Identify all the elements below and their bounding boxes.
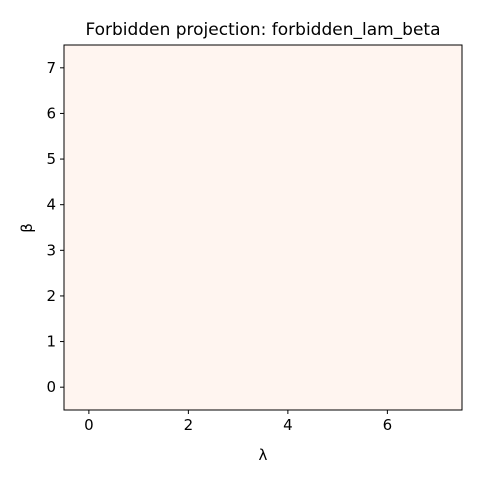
heatmap-cell <box>363 273 413 319</box>
heatmap-cell <box>164 136 214 182</box>
heatmap-cell <box>313 45 363 91</box>
y-tick-label: 7 <box>46 59 56 77</box>
heatmap-cell <box>213 91 263 137</box>
heatmap-cell <box>263 228 313 274</box>
heatmap-cell <box>164 228 214 274</box>
heatmap-cell <box>164 364 214 410</box>
y-tick-label: 1 <box>46 333 56 351</box>
x-tick-label: 6 <box>383 416 393 434</box>
y-axis-label: β <box>18 223 36 233</box>
y-tick-label: 4 <box>46 196 56 214</box>
x-tick-label: 4 <box>283 416 293 434</box>
heatmap-cell <box>64 91 114 137</box>
heatmap-cell <box>263 182 313 228</box>
heatmap-cell <box>412 228 462 274</box>
heatmap-cell <box>164 45 214 91</box>
heatmap-cell <box>164 273 214 319</box>
heatmap-cell <box>213 319 263 365</box>
heatmap-cell <box>313 273 363 319</box>
heatmap-cell <box>263 136 313 182</box>
heatmap-cell <box>313 182 363 228</box>
heatmap-cell <box>412 136 462 182</box>
heatmap-cell <box>313 319 363 365</box>
heatmap-cell <box>164 91 214 137</box>
heatmap-cell <box>412 273 462 319</box>
heatmap-cell <box>363 319 413 365</box>
y-tick-label: 6 <box>46 104 56 122</box>
heatmap-cell <box>64 364 114 410</box>
heatmap-cell <box>363 228 413 274</box>
heatmap-cell <box>114 228 164 274</box>
heatmap-cell <box>213 273 263 319</box>
heatmap-cell <box>164 182 214 228</box>
x-axis-label: λ <box>259 446 268 464</box>
heatmap-cell <box>363 136 413 182</box>
heatmap-cell <box>114 45 164 91</box>
heatmap-cell <box>263 91 313 137</box>
heatmap-cell <box>114 364 164 410</box>
y-tick-label: 5 <box>46 150 56 168</box>
y-tick-label: 2 <box>46 287 56 305</box>
heatmap-cell <box>114 136 164 182</box>
heatmap-cell <box>363 45 413 91</box>
heatmap-cell <box>213 136 263 182</box>
heatmap-cell <box>412 45 462 91</box>
heatmap-cell <box>114 182 164 228</box>
heatmap-cell <box>64 136 114 182</box>
x-tick-label: 0 <box>84 416 94 434</box>
heatmap-cell <box>64 319 114 365</box>
heatmap-cell <box>114 319 164 365</box>
heatmap-cell <box>313 364 363 410</box>
heatmap-cell <box>263 364 313 410</box>
heatmap-cell <box>213 182 263 228</box>
heatmap-cell <box>313 91 363 137</box>
heatmap-cell <box>412 319 462 365</box>
plot-layer <box>64 45 463 411</box>
heatmap-cell <box>263 45 313 91</box>
heatmap-cell <box>313 136 363 182</box>
x-axis-ticks: 0 2 4 6 <box>84 410 392 434</box>
heatmap-cell <box>363 91 413 137</box>
heatmap-cell <box>313 228 363 274</box>
heatmap-cell <box>412 364 462 410</box>
y-axis-ticks: 0 1 2 3 4 5 6 7 <box>46 59 64 396</box>
heatmap-cell <box>412 91 462 137</box>
x-tick-label: 2 <box>184 416 194 434</box>
heatmap-cell <box>363 182 413 228</box>
heatmap-cell <box>412 182 462 228</box>
heatmap-cell <box>263 319 313 365</box>
heatmap-cell <box>64 182 114 228</box>
y-tick-label: 0 <box>46 378 56 396</box>
heatmap-cell <box>114 91 164 137</box>
heatmap-cell <box>64 228 114 274</box>
heatmap-cell <box>64 45 114 91</box>
y-tick-label: 3 <box>46 241 56 259</box>
heatmap-cell <box>114 273 164 319</box>
heatmap-cell <box>213 45 263 91</box>
heatmap-cells <box>64 45 463 411</box>
heatmap-cell <box>164 319 214 365</box>
heatmap-cell <box>263 273 313 319</box>
chart-title: Forbidden projection: forbidden_lam_beta <box>85 20 440 40</box>
heatmap-cell <box>213 228 263 274</box>
heatmap-cell <box>64 273 114 319</box>
heatmap-cell <box>213 364 263 410</box>
heatmap-cell <box>363 364 413 410</box>
